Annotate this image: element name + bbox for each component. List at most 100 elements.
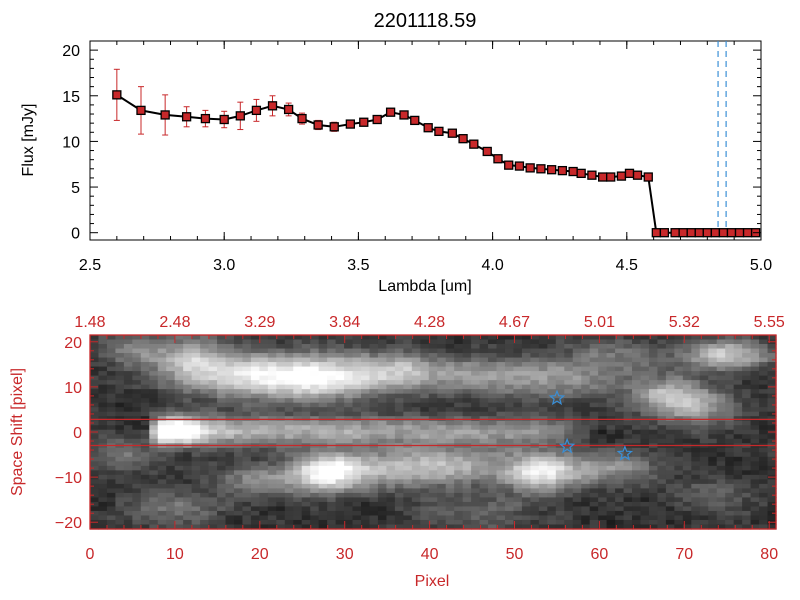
data-point bbox=[606, 172, 616, 182]
heatmap-cell bbox=[90, 447, 100, 453]
heatmap-cell bbox=[589, 357, 599, 363]
heatmap-cell bbox=[606, 488, 616, 494]
heatmap-cell bbox=[183, 497, 193, 503]
heatmap-cell bbox=[284, 362, 294, 368]
heatmap-cell bbox=[352, 465, 362, 471]
heatmap-cell bbox=[318, 488, 328, 494]
heatmap-cell bbox=[335, 380, 345, 386]
heatmap-cell bbox=[411, 380, 421, 386]
heatmap-cell bbox=[98, 510, 108, 517]
heatmap-cell bbox=[538, 335, 548, 341]
heatmap-cell bbox=[759, 411, 769, 417]
heatmap-cell bbox=[259, 501, 269, 508]
heatmap-cell bbox=[310, 510, 320, 517]
heatmap-cell bbox=[750, 470, 760, 476]
heatmap-cell bbox=[318, 519, 328, 526]
heatmap-cell bbox=[471, 506, 481, 512]
heatmap-cell bbox=[581, 366, 591, 372]
heatmap-cell bbox=[589, 510, 599, 517]
heatmap-cell bbox=[462, 434, 472, 440]
heatmap-cell bbox=[106, 402, 117, 408]
heatmap-cell bbox=[496, 474, 506, 480]
heatmap-cell bbox=[682, 506, 692, 512]
heatmap-cell bbox=[606, 362, 616, 368]
heatmap-cell bbox=[471, 339, 481, 345]
heatmap-cell bbox=[564, 524, 574, 530]
heatmap-cell bbox=[98, 402, 108, 408]
heatmap-cell bbox=[564, 438, 574, 444]
heatmap-cell bbox=[157, 420, 167, 426]
heatmap-cell bbox=[640, 380, 650, 386]
heatmap-cell bbox=[479, 452, 489, 458]
heatmap-cell bbox=[530, 425, 540, 431]
heatmap-cell bbox=[335, 501, 345, 508]
heatmap-cell bbox=[674, 479, 684, 485]
heatmap-cell bbox=[276, 434, 286, 440]
heatmap-cell bbox=[293, 497, 303, 503]
heatmap-cell bbox=[149, 474, 159, 480]
heatmap-cell bbox=[217, 515, 227, 521]
heatmap-cell bbox=[682, 497, 692, 503]
heatmap-cell bbox=[648, 371, 659, 377]
heatmap-cell bbox=[98, 407, 108, 413]
heatmap-cell bbox=[123, 411, 133, 417]
heatmap-cell bbox=[394, 429, 404, 435]
heatmap-cell bbox=[394, 375, 404, 381]
heatmap-cell bbox=[369, 434, 379, 440]
heatmap-cell bbox=[369, 519, 379, 526]
heatmap-cell bbox=[538, 510, 548, 517]
heatmap-cell bbox=[589, 371, 599, 377]
heatmap-cell bbox=[394, 506, 404, 512]
heatmap-cell bbox=[632, 456, 642, 462]
heatmap-cell bbox=[547, 344, 557, 350]
heatmap-cell bbox=[598, 501, 608, 508]
heatmap-cell bbox=[674, 506, 684, 512]
heatmap-cell bbox=[428, 380, 438, 386]
heatmap-cell bbox=[90, 371, 100, 377]
heatmap-cell bbox=[183, 416, 193, 422]
heatmap-cell bbox=[750, 474, 760, 480]
heatmap-cell bbox=[318, 398, 328, 404]
heatmap-cell bbox=[157, 488, 167, 494]
spectrum-ytick-label: 15 bbox=[62, 89, 80, 106]
heatmap-cell bbox=[547, 470, 557, 476]
heatmap-cell bbox=[513, 384, 523, 390]
heatmap-cell bbox=[191, 447, 201, 453]
heatmap-cell bbox=[386, 434, 396, 440]
heatmap-cell bbox=[530, 371, 540, 377]
heatmap-cell bbox=[504, 371, 515, 377]
heatmap-cell bbox=[208, 420, 218, 426]
heatmap-cell bbox=[513, 461, 523, 467]
heatmap-cell bbox=[725, 402, 735, 408]
heatmap-cell bbox=[166, 339, 176, 345]
heatmap-cell bbox=[115, 366, 125, 372]
heatmap-cell bbox=[428, 501, 438, 508]
heatmap-cell bbox=[132, 375, 142, 381]
heatmap-cell bbox=[725, 371, 735, 377]
heatmap-cell bbox=[708, 452, 718, 458]
image-top-axis-label: 4.28 bbox=[414, 314, 445, 331]
heatmap-cell bbox=[496, 510, 506, 517]
heatmap-cell bbox=[361, 425, 371, 431]
heatmap-cell bbox=[513, 497, 523, 503]
heatmap-cell bbox=[174, 362, 184, 368]
heatmap-cell bbox=[657, 497, 667, 503]
heatmap-cell bbox=[767, 335, 777, 341]
heatmap-cell bbox=[352, 407, 362, 413]
heatmap-cell bbox=[411, 362, 421, 368]
heatmap-cell bbox=[716, 474, 726, 480]
heatmap-cell bbox=[352, 515, 362, 521]
heatmap-cell bbox=[200, 452, 210, 458]
heatmap-cell bbox=[479, 488, 489, 494]
heatmap-cell bbox=[555, 470, 565, 476]
heatmap-cell bbox=[437, 384, 447, 390]
data-point bbox=[267, 101, 278, 111]
heatmap-cell bbox=[157, 366, 167, 372]
heatmap-cell bbox=[513, 420, 523, 426]
heatmap-cell bbox=[581, 407, 591, 413]
heatmap-cell bbox=[327, 524, 337, 530]
heatmap-cell bbox=[479, 510, 489, 517]
heatmap-cell bbox=[301, 447, 311, 453]
heatmap-cell bbox=[454, 479, 464, 485]
heatmap-cell bbox=[310, 380, 320, 386]
